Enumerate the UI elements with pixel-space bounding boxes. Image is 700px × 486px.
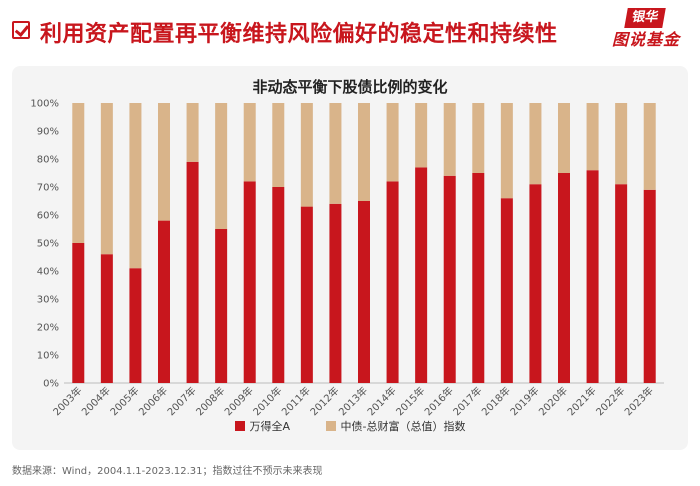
x-tick-label: 2004年 (79, 384, 113, 418)
y-tick-label: 10% (37, 351, 59, 362)
x-tick-label: 2018年 (479, 384, 513, 418)
bar-stock (643, 189, 656, 383)
x-tick-label: 2013年 (336, 384, 370, 418)
bar-bond (500, 103, 513, 199)
chart-panel (12, 66, 688, 450)
x-tick-label: 2011年 (279, 384, 313, 418)
bar-bond (529, 103, 542, 185)
y-tick-label: 70% (37, 183, 59, 194)
bar-stock (100, 254, 113, 383)
brand-logo: 银华 图说基金 (600, 8, 692, 54)
legend-item-bond: 中债-总财富（总值）指数 (325, 418, 466, 434)
y-tick-label: 30% (37, 295, 59, 306)
bar-stock (386, 181, 399, 383)
page-title: 利用资产配置再平衡维持风险偏好的稳定性和持续性 (40, 22, 558, 47)
x-tick-label: 2006年 (136, 384, 170, 418)
y-tick-label: 90% (37, 127, 59, 138)
bar-bond (472, 103, 485, 173)
logo-bottom-text: 图说基金 (611, 30, 680, 49)
bar-bond (186, 103, 199, 162)
x-tick-label: 2005年 (107, 384, 141, 418)
bar-bond (443, 103, 456, 176)
legend-item-stock: 万得全A (234, 418, 291, 434)
bar-bond (358, 103, 370, 201)
bar-bond (643, 103, 656, 190)
x-tick-label: 2019年 (507, 384, 541, 418)
x-tick-label: 2014年 (364, 384, 398, 418)
bar-stock (300, 206, 313, 383)
bar-bond (300, 103, 313, 207)
y-tick-label: 50% (37, 239, 59, 250)
bar-bond (415, 103, 428, 168)
y-tick-label: 100% (30, 99, 59, 110)
bar-stock (586, 170, 599, 383)
legend-label-stock: 万得全A (249, 420, 291, 433)
bar-stock (215, 229, 228, 383)
legend-swatch-bond (325, 421, 336, 431)
x-tick-label: 2020年 (536, 384, 570, 418)
bar-stock (358, 201, 370, 383)
y-tick-label: 0% (43, 379, 59, 390)
legend-swatch-stock (234, 421, 245, 431)
legend-label-bond: 中债-总财富（总值）指数 (340, 420, 466, 433)
bar-stock (443, 175, 456, 383)
bar-stock (158, 220, 170, 383)
bar-bond (386, 103, 399, 182)
bar-bond (72, 103, 85, 243)
bar-bond (615, 103, 628, 185)
x-tick-label: 2021年 (564, 384, 598, 418)
y-tick-label: 60% (37, 211, 59, 222)
x-tick-label: 2016年 (422, 384, 456, 418)
bar-stock (272, 187, 285, 383)
y-tick-label: 80% (37, 155, 59, 166)
bar-stock (415, 167, 428, 383)
chart-legend: 万得全A 中债-总财富（总值）指数 (12, 418, 688, 434)
x-tick-label: 2012年 (307, 384, 341, 418)
x-tick-label: 2015年 (393, 384, 427, 418)
bar-bond (329, 103, 342, 204)
chart-title: 非动态平衡下股债比例的变化 (252, 78, 448, 96)
x-tick-label: 2009年 (222, 384, 256, 418)
bar-bond (100, 103, 113, 255)
bar-bond (129, 103, 142, 269)
x-tick-label: 2022年 (593, 384, 627, 418)
bar-bond (272, 103, 285, 187)
y-tick-label: 20% (37, 323, 59, 334)
x-tick-label: 2008年 (193, 384, 227, 418)
bar-stock (329, 203, 342, 383)
bar-bond (586, 103, 599, 171)
header: 利用资产配置再平衡维持风险偏好的稳定性和持续性 银华 图说基金 (0, 0, 700, 60)
bar-stock (529, 184, 542, 383)
x-tick-label: 2010年 (250, 384, 284, 418)
bar-stock (243, 181, 256, 383)
bar-stock (472, 173, 485, 383)
bar-bond (243, 103, 256, 182)
bar-stock (615, 184, 628, 383)
checkbox-icon (12, 21, 30, 39)
bar-bond (215, 103, 228, 229)
x-tick-label: 2017年 (450, 384, 484, 418)
x-tick-label: 2007年 (164, 384, 198, 418)
bar-stock (558, 173, 570, 383)
x-tick-label: 2023年 (622, 384, 656, 418)
source-note: 数据来源：Wind，2004.1.1-2023.12.31；指数过往不预示未来表… (12, 466, 323, 477)
bar-stock (129, 268, 142, 383)
bar-stock (500, 198, 513, 383)
bar-stock (186, 161, 199, 383)
bar-stock (72, 243, 85, 383)
bar-bond (558, 103, 570, 173)
y-tick-label: 40% (37, 267, 59, 278)
bar-bond (158, 103, 170, 221)
